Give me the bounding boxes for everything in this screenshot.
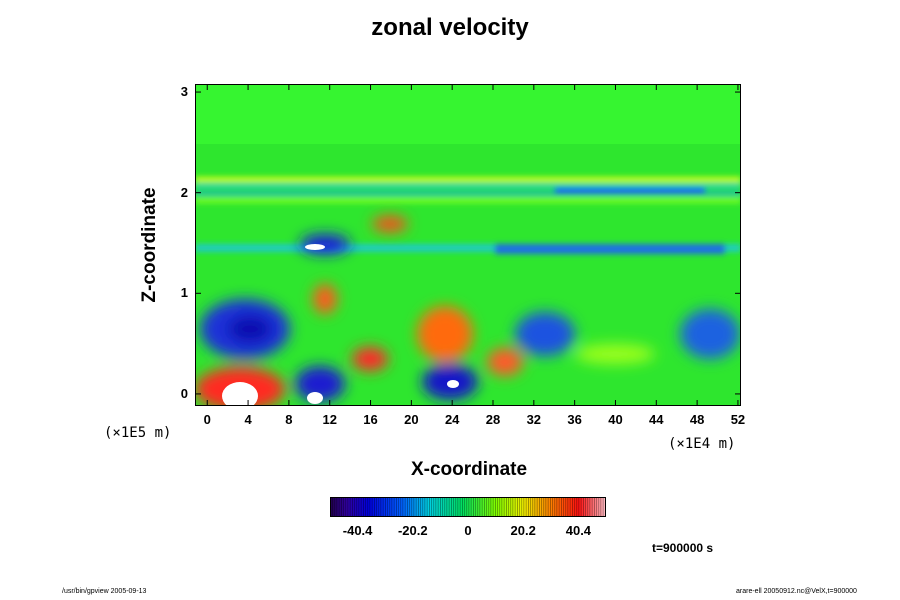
x-tick-label: 24 [444,412,460,427]
x-tick-label: 0 [203,412,211,427]
x-tick-label: 40 [608,412,623,427]
chart-title: zonal velocity [371,14,529,41]
colorbar-tick-label: 40.4 [565,523,592,538]
x-tick-label: 16 [363,412,378,427]
z-axis-unit: (×1E5 m) [104,425,172,441]
field-layer [195,84,741,406]
x-axis-unit: (×1E4 m) [668,436,736,452]
x-tick-label: 28 [485,412,501,427]
x-tick-label: 52 [730,412,746,427]
x-axis-label: X-coordinate [410,459,528,480]
plot-frame [195,84,741,406]
colorbar [330,497,606,517]
footer-left: /usr/bin/gpview 2005-09-13 [62,588,147,595]
x-tick-label: 4 [244,412,252,427]
heatmap-plot [195,84,741,406]
x-tick-label: 48 [689,412,705,427]
x-tick-label: 20 [404,412,419,427]
time-annotation: t=900000 s [652,541,714,555]
x-tick-label: 8 [285,412,293,427]
z-tick-label: 3 [180,84,188,100]
z-axis-label: Z-coordinate [139,187,160,303]
colorbar-tick-label: 20.2 [510,523,536,538]
colorbar-tick-label: 0 [464,523,472,538]
colorbar-tick-label: -20.2 [397,523,428,538]
colorbar-tick-label: -40.4 [342,523,373,538]
x-tick-label: 44 [649,412,664,427]
x-tick-label: 36 [567,412,582,427]
z-tick-label: 2 [180,184,188,200]
x-tick-label: 32 [526,412,542,427]
footer-right: arare-ell 20050912.nc@VelX,t=900000 [736,588,857,595]
z-tick-label: 0 [180,385,188,401]
x-tick-label: 12 [322,412,337,427]
z-tick-label: 1 [180,285,188,301]
